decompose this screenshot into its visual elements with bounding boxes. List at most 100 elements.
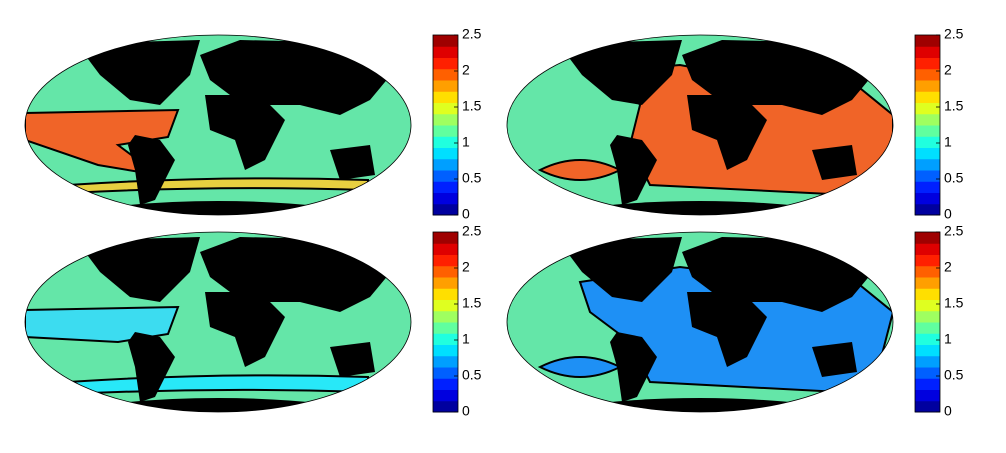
colorbar-tick-label: 0 xyxy=(944,403,952,419)
colorbar-frame xyxy=(432,34,459,216)
colorbar-tick-label: 0.5 xyxy=(944,367,964,383)
colorbar-step xyxy=(433,57,458,70)
colorbar-step xyxy=(433,35,458,47)
colorbar-tick-label: 2 xyxy=(462,62,470,78)
colorbar-step xyxy=(915,80,940,92)
colorbar-tick-label: 0 xyxy=(462,206,470,222)
map-field xyxy=(507,232,893,412)
colorbar-step xyxy=(433,125,458,137)
colorbar-step xyxy=(915,243,940,255)
colorbar-tick-label: 2 xyxy=(462,259,470,275)
colorbar-tick-label: 2 xyxy=(944,62,952,78)
colorbar-step xyxy=(433,80,458,92)
map-field xyxy=(507,35,893,215)
colorbar-tick-label: 1 xyxy=(944,331,952,347)
colorbar-tick-label: 0.5 xyxy=(462,170,482,186)
colorbar-tick-label: 2 xyxy=(944,259,952,275)
colorbar-step xyxy=(915,265,940,278)
colorbar-step xyxy=(915,181,940,193)
colorbar-step xyxy=(915,125,940,137)
colorbar-step xyxy=(915,102,940,115)
map-field xyxy=(25,35,411,215)
colorbar-step xyxy=(433,181,458,193)
colorbar-step xyxy=(433,254,458,267)
colorbar-tick-label: 1.5 xyxy=(462,98,482,114)
colorbar-frame xyxy=(914,231,941,413)
colorbar-step xyxy=(915,91,940,103)
map-outline xyxy=(506,231,894,413)
colorbar-step xyxy=(915,232,940,244)
colorbar-step xyxy=(915,378,940,390)
colorbar-tick-label: 1.5 xyxy=(944,295,964,311)
colorbar-step xyxy=(915,389,940,402)
colorbar-step xyxy=(433,277,458,289)
colorbar-step xyxy=(433,46,458,58)
map-field xyxy=(25,232,411,412)
colorbar-step xyxy=(915,57,940,70)
colorbar-step xyxy=(915,355,940,368)
colorbar-step xyxy=(433,68,458,81)
colorbar-tick-label: 1 xyxy=(462,134,470,150)
colorbar-step xyxy=(433,299,458,312)
colorbar-step xyxy=(915,344,940,357)
map-outline xyxy=(506,34,894,216)
colorbar-step xyxy=(915,288,940,300)
colorbar-tick-label: 0 xyxy=(944,206,952,222)
colorbar-tick-label: 0.5 xyxy=(462,367,482,383)
colorbar-step xyxy=(433,243,458,255)
colorbar-step xyxy=(433,91,458,103)
colorbar-step xyxy=(433,378,458,390)
colorbar-step xyxy=(433,367,458,379)
colorbar-tick-label: 2.5 xyxy=(462,26,482,42)
colorbar-step xyxy=(915,400,940,413)
colorbar-step xyxy=(433,288,458,300)
colorbar-step xyxy=(433,310,458,323)
colorbar-step xyxy=(915,35,940,47)
colorbar-step xyxy=(433,322,458,334)
colorbar-step xyxy=(433,344,458,357)
colorbar-step xyxy=(915,46,940,58)
colorbar-step xyxy=(915,310,940,323)
colorbar-step xyxy=(915,333,940,345)
colorbar-tick-label: 2.5 xyxy=(462,223,482,239)
colorbar-step xyxy=(915,277,940,289)
map-panel xyxy=(506,34,894,216)
map-outline xyxy=(24,34,412,216)
colorbar-step xyxy=(915,254,940,267)
colorbar-tick-label: 1.5 xyxy=(462,295,482,311)
map-outline xyxy=(24,231,412,413)
colorbar-tick-label: 2.5 xyxy=(944,223,964,239)
colorbar-frame xyxy=(432,231,459,413)
colorbar-step xyxy=(433,136,458,148)
colorbar-step xyxy=(915,147,940,160)
colorbar-frame xyxy=(914,34,941,216)
colorbar-step xyxy=(915,192,940,205)
colorbar-step xyxy=(433,147,458,160)
map-panel xyxy=(24,34,412,216)
map-panel xyxy=(24,231,412,413)
colorbar-step xyxy=(915,170,940,182)
colorbar-step xyxy=(433,203,458,216)
colorbar-tick-label: 1.5 xyxy=(944,98,964,114)
colorbar-step xyxy=(433,232,458,244)
colorbar-tick-label: 0.5 xyxy=(944,170,964,186)
colorbar-step xyxy=(433,265,458,278)
colorbar-tick-label: 1 xyxy=(944,134,952,150)
colorbar-step xyxy=(915,136,940,148)
colorbar-step xyxy=(433,355,458,368)
colorbar-step xyxy=(915,113,940,126)
colorbar-step xyxy=(915,367,940,379)
colorbar-step xyxy=(433,158,458,171)
colorbar-step xyxy=(433,333,458,345)
colorbar-step xyxy=(433,170,458,182)
colorbar-step xyxy=(915,322,940,334)
map-panel xyxy=(506,231,894,413)
colorbar-tick-label: 0 xyxy=(462,403,470,419)
colorbar-step xyxy=(915,68,940,81)
colorbar-step xyxy=(433,389,458,402)
colorbar-tick-label: 2.5 xyxy=(944,26,964,42)
colorbar-step xyxy=(433,400,458,413)
colorbar-step xyxy=(915,203,940,216)
colorbar-step xyxy=(433,113,458,126)
